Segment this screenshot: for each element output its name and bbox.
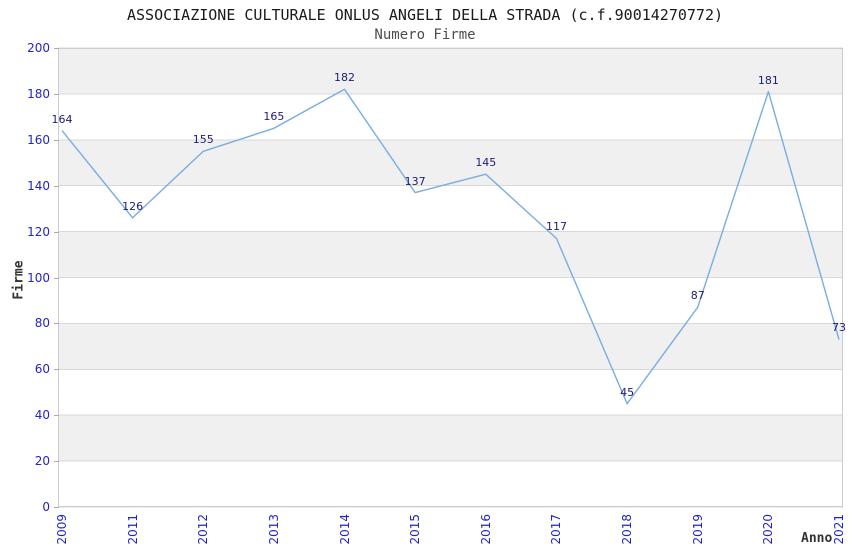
- x-tick-label: 2015: [408, 514, 423, 545]
- line-chart-svg: [58, 47, 843, 508]
- y-tick-label: 40: [34, 408, 50, 423]
- data-point-label: 182: [334, 71, 356, 85]
- x-tick-label: 2012: [196, 514, 211, 545]
- y-tick-mark: [54, 139, 59, 141]
- data-point-label: 165: [263, 110, 285, 124]
- y-tick-mark: [54, 48, 59, 49]
- plot-area: 164 126 155 165 182 137 145 117 45 87 181 73: [52, 47, 846, 508]
- x-axis-title: Anno: [801, 531, 833, 546]
- data-point-label: 181: [757, 73, 779, 87]
- y-tick-label: 60: [34, 362, 50, 377]
- data-point-label: 45: [620, 385, 635, 399]
- y-tick-label: 100: [27, 270, 50, 285]
- y-tick-label: 160: [27, 132, 50, 147]
- x-tick-label: 2016: [478, 514, 493, 545]
- data-point-label: 137: [404, 174, 426, 188]
- chart-subtitle: Numero Firme: [374, 27, 476, 43]
- y-tick-mark: [54, 277, 59, 279]
- y-tick-label: 140: [27, 178, 50, 193]
- x-tick-label: 2013: [266, 514, 281, 545]
- y-tick-label: 180: [27, 86, 50, 101]
- data-point-label: 73: [832, 321, 846, 335]
- y-tick-mark: [54, 185, 59, 187]
- y-tick-label: 0: [42, 500, 50, 514]
- y-tick-label: 120: [27, 224, 50, 239]
- x-tick-label: 2017: [549, 514, 564, 545]
- x-tick-label: 2018: [620, 514, 635, 545]
- data-point-label: 155: [192, 133, 214, 147]
- y-tick-mark: [54, 415, 59, 417]
- x-tick-label: 2020: [761, 514, 776, 545]
- data-point-label: 145: [475, 156, 497, 170]
- y-tick-mark: [54, 231, 59, 233]
- y-tick-label: 80: [34, 316, 50, 331]
- data-point-label: 87: [690, 289, 705, 303]
- y-tick-mark: [54, 507, 59, 508]
- x-tick-label: 2014: [337, 514, 352, 545]
- x-tick-label: 2009: [55, 514, 69, 545]
- y-tick-mark: [54, 369, 59, 371]
- y-tick-label: 20: [34, 454, 50, 469]
- data-point-label: 164: [51, 112, 73, 126]
- y-tick-mark: [54, 323, 59, 325]
- y-tick-mark: [54, 461, 59, 463]
- x-tick-label: 2011: [125, 514, 140, 545]
- chart-title: ASSOCIAZIONE CULTURALE ONLUS ANGELI DELL…: [126, 6, 724, 24]
- x-tick-label: 2021: [832, 514, 846, 545]
- y-tick-label: 200: [27, 41, 50, 55]
- y-tick-mark: [54, 93, 59, 95]
- data-point-label: 126: [122, 199, 144, 213]
- x-tick-label: 2019: [690, 514, 705, 545]
- data-point-label: 117: [545, 220, 567, 234]
